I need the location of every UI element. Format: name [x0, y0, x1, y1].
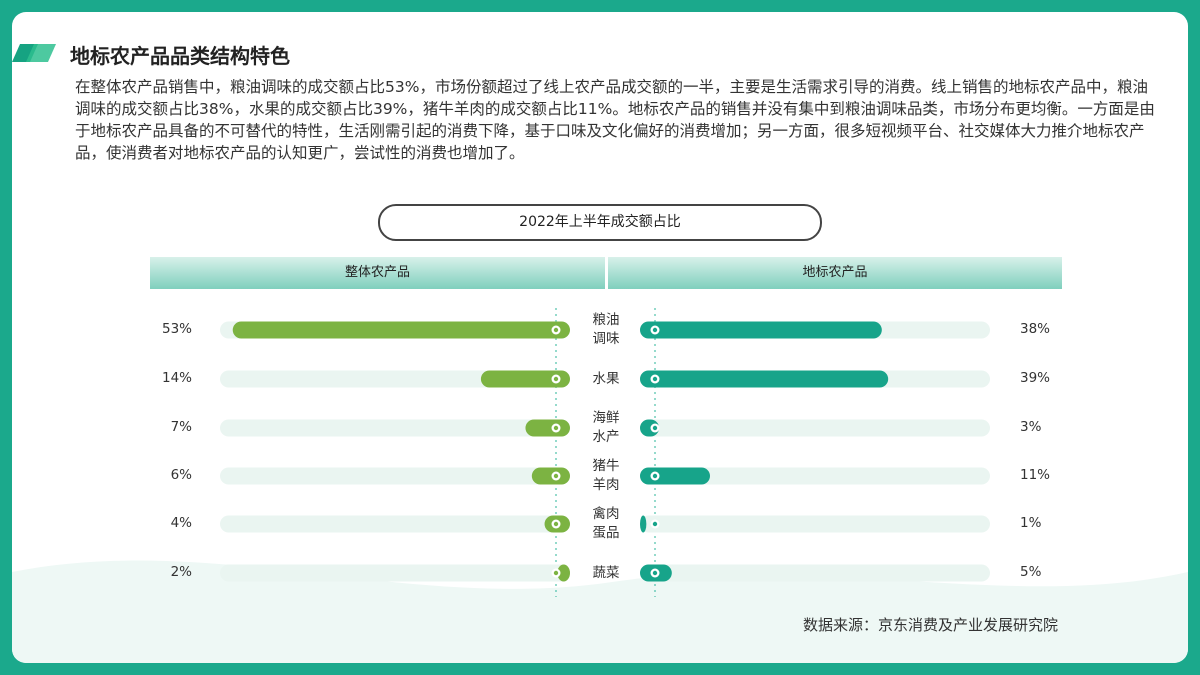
- value-label: 4%: [170, 515, 192, 531]
- marker: [553, 327, 559, 333]
- bar: [640, 321, 882, 339]
- description: 在整体农产品销售中，粮油调味的成交额占比53%，市场份额超过了线上农产品成交额的…: [75, 78, 1155, 162]
- track: [640, 419, 990, 437]
- track: [220, 467, 570, 485]
- marker: [553, 570, 559, 576]
- track: [220, 515, 570, 533]
- bar: [232, 321, 570, 339]
- bar: [640, 467, 710, 485]
- category-label: 禽肉蛋品: [592, 506, 620, 541]
- value-label: 53%: [161, 321, 192, 337]
- marker: [652, 570, 658, 576]
- bar: [525, 419, 570, 437]
- value-label: 38%: [1020, 321, 1051, 337]
- title: 地标农产品品类结构特色: [70, 44, 290, 68]
- track: [640, 515, 990, 533]
- bar: [480, 370, 570, 388]
- subtitle: 2022年上半年成交额占比: [378, 204, 822, 241]
- marker: [553, 376, 559, 382]
- marker: [652, 473, 658, 479]
- panel: 地标农产品品类结构特色 在整体农产品销售中，粮油调味的成交额占比53%，市场份额…: [12, 12, 1188, 663]
- value-label: 5%: [1020, 564, 1042, 580]
- bar: [640, 370, 889, 388]
- marker: [553, 425, 559, 431]
- marker: [652, 425, 658, 431]
- category-label: 蔬菜: [592, 564, 620, 581]
- bar: [531, 467, 570, 485]
- chart: [12, 44, 1188, 663]
- legend-header: 整体农产品: [150, 257, 605, 289]
- value-label: 3%: [1020, 419, 1042, 435]
- track: [220, 419, 570, 437]
- value-label: 2%: [170, 564, 192, 580]
- value-label: 14%: [161, 370, 192, 386]
- value-label: 6%: [170, 467, 192, 483]
- track: [640, 564, 990, 582]
- track: [640, 467, 990, 485]
- marker: [553, 521, 559, 527]
- logo: [26, 44, 56, 62]
- marker: [652, 521, 658, 527]
- value-label: 7%: [170, 419, 192, 435]
- value-label: 11%: [1020, 467, 1051, 483]
- legend-header: 地标农产品: [608, 257, 1062, 289]
- bar: [640, 515, 647, 533]
- value-label: 39%: [1020, 370, 1051, 386]
- wave: [12, 560, 1188, 663]
- category-label: 水果: [592, 370, 620, 387]
- value-label: 1%: [1020, 515, 1042, 531]
- marker: [652, 327, 658, 333]
- track: [220, 564, 570, 582]
- category-label: 海鲜水产: [592, 410, 620, 445]
- marker: [553, 473, 559, 479]
- marker: [652, 376, 658, 382]
- category-label: 猪牛羊肉: [592, 458, 620, 493]
- bar: [557, 564, 570, 582]
- source: 数据来源：京东消费及产业发展研究院: [802, 616, 1058, 634]
- category-label: 粮油调味: [592, 312, 620, 347]
